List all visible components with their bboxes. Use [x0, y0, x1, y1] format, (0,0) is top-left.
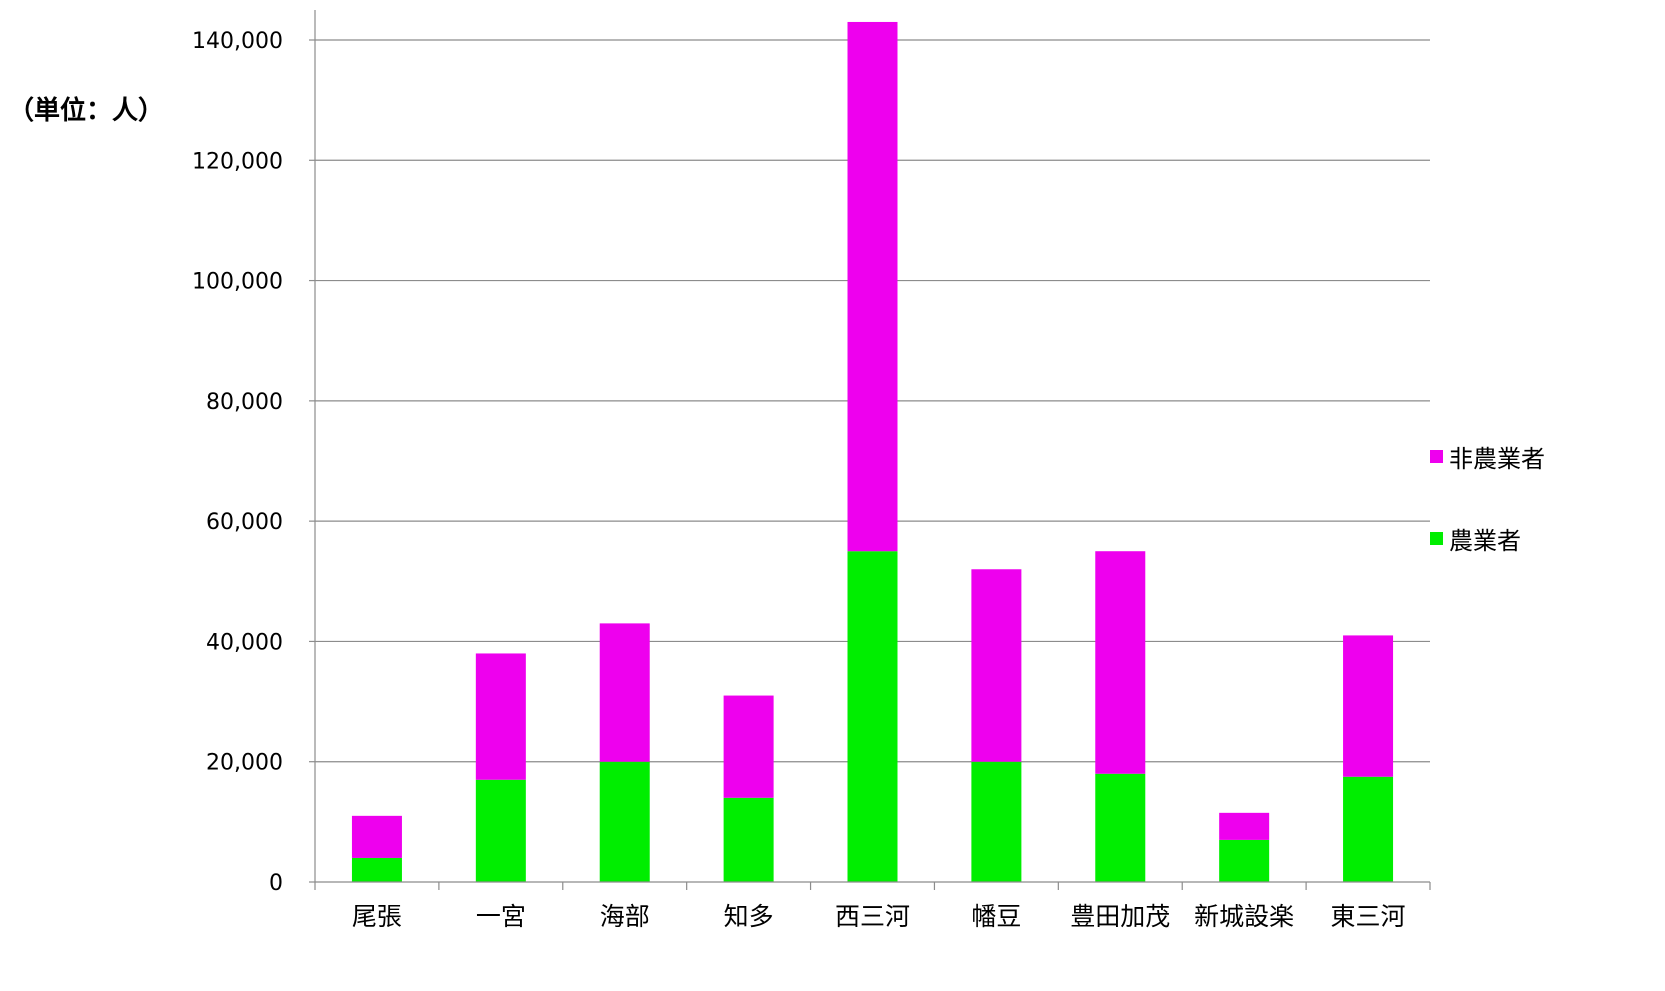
bar-segment — [475, 779, 526, 882]
x-axis — [314, 10, 1431, 890]
bar-segment — [351, 857, 402, 882]
x-tick-label: 知多 — [724, 902, 774, 931]
legend-item-farmer: 農業者 — [1430, 520, 1545, 556]
y-tick-label: 20,000 — [206, 751, 283, 776]
legend-swatch-non-farmer — [1430, 449, 1443, 463]
y-tick-label: 140,000 — [192, 29, 283, 54]
legend-swatch-farmer — [1430, 531, 1443, 545]
x-tick-label: 幡豆 — [971, 902, 1021, 931]
x-tick-label: 豊田加茂 — [1070, 902, 1170, 931]
bar-segment — [1219, 812, 1270, 840]
y-tick-label: 80,000 — [206, 390, 283, 415]
y-tick-label: 0 — [269, 871, 283, 896]
y-tick-label: 60,000 — [206, 510, 283, 535]
unit-label: （単位：人） — [8, 96, 165, 126]
y-axis-ticks: 0 20,000 40,000 60,000 80,000 100,000 120,000 1… — [192, 29, 315, 896]
legend: 非農業者 農業者 — [1430, 438, 1545, 602]
bar-segment — [971, 761, 1022, 882]
y-tick-label: 40,000 — [206, 630, 283, 655]
x-tick-label: 一宮 — [476, 902, 526, 931]
bar-segment — [1219, 839, 1270, 882]
y-tick-label: 120,000 — [192, 149, 283, 174]
bar-segment — [723, 797, 774, 882]
bar-segment — [351, 815, 402, 858]
legend-label-non-farmer: 非農業者 — [1449, 444, 1545, 473]
y-tick-label: 100,000 — [192, 270, 283, 295]
x-tick-label: 海部 — [600, 902, 650, 931]
bar-segment — [599, 623, 650, 762]
bar-segment — [723, 695, 774, 798]
x-axis-labels: 尾張 一宮 海部 知多 西三河 幡豆 豊田加茂 新城設楽 東三河 — [352, 902, 1406, 931]
x-tick-label: 東三河 — [1331, 902, 1406, 931]
x-tick-label: 尾張 — [352, 902, 402, 931]
bars — [351, 21, 1394, 882]
legend-label-farmer: 農業者 — [1449, 526, 1521, 555]
bar-segment — [599, 761, 650, 882]
bar-segment — [1095, 551, 1146, 774]
bar-segment — [971, 569, 1022, 762]
bar-segment — [1343, 635, 1394, 777]
bar-segment — [847, 21, 898, 552]
x-tick-label: 新城設楽 — [1194, 902, 1294, 931]
bar-segment — [1343, 776, 1394, 882]
bar-segment — [847, 551, 898, 882]
legend-item-non-farmer: 非農業者 — [1430, 438, 1545, 474]
x-tick-label: 西三河 — [835, 902, 910, 931]
bar-segment — [1095, 773, 1146, 882]
bar-segment — [475, 653, 526, 780]
